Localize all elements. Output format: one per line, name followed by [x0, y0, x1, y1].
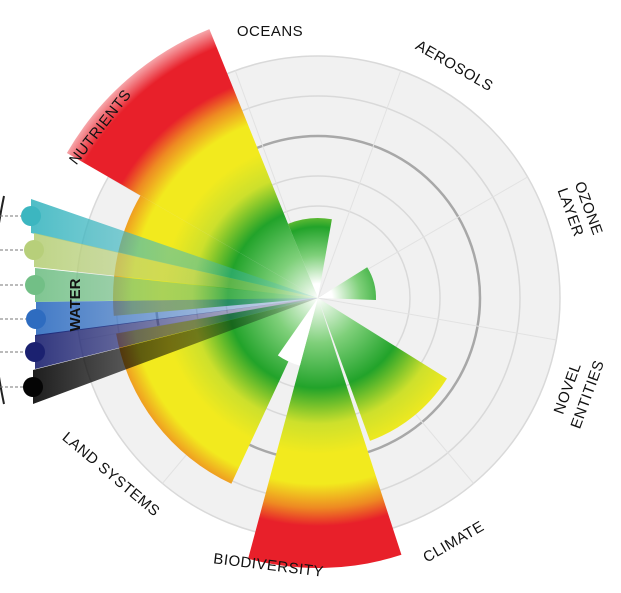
label-oceans: OCEANS — [237, 23, 303, 40]
water-dot-2 — [24, 240, 44, 260]
water-fan-band-3 — [35, 268, 318, 302]
water-fan-band-5 — [35, 298, 318, 369]
sector-nutrients — [66, 29, 318, 299]
spoke-2 — [317, 70, 402, 299]
water-dot-3 — [25, 275, 45, 295]
sector-climate — [318, 298, 447, 441]
water-fan-band-2 — [34, 233, 318, 298]
water-dot-6 — [23, 377, 43, 397]
water-dot-1 — [21, 206, 41, 226]
water-fan — [0, 195, 318, 405]
spoke-4 — [317, 297, 557, 341]
water-fan-band-1 — [31, 199, 318, 298]
water-dot-5 — [25, 342, 45, 362]
sector-ozone-layer — [318, 267, 376, 301]
label-water: WATER — [67, 278, 84, 331]
water-arc — [0, 195, 5, 405]
label-climate: CLIMATE — [420, 518, 487, 566]
sector-biodiversity — [248, 298, 402, 569]
sector-oceans — [288, 217, 332, 298]
water-dots — [0, 206, 46, 397]
water-fan-band-6 — [33, 298, 318, 404]
sector-gap — [277, 298, 318, 366]
water-dot-4 — [26, 309, 46, 329]
